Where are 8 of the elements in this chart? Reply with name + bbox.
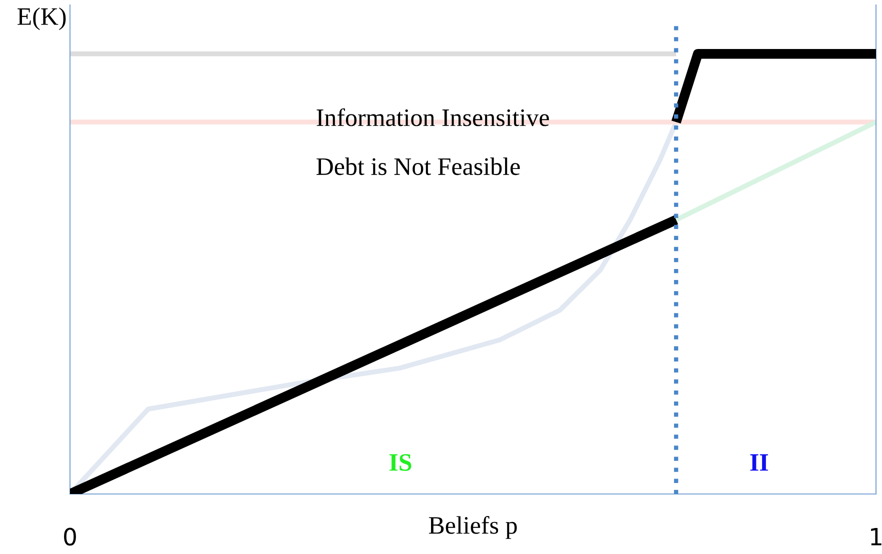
annotation: Information Insensitive [316, 108, 549, 126]
annotation: II [750, 454, 768, 471]
x-axis-title: Beliefs p [428, 516, 517, 539]
x-tick-label: 1 [871, 528, 882, 546]
x-tick-label: 0 [64, 528, 76, 546]
annotation: Debt is Not Feasible [316, 157, 520, 176]
annotation: IS [389, 454, 412, 471]
y-axis-title: E(K) [18, 7, 66, 30]
